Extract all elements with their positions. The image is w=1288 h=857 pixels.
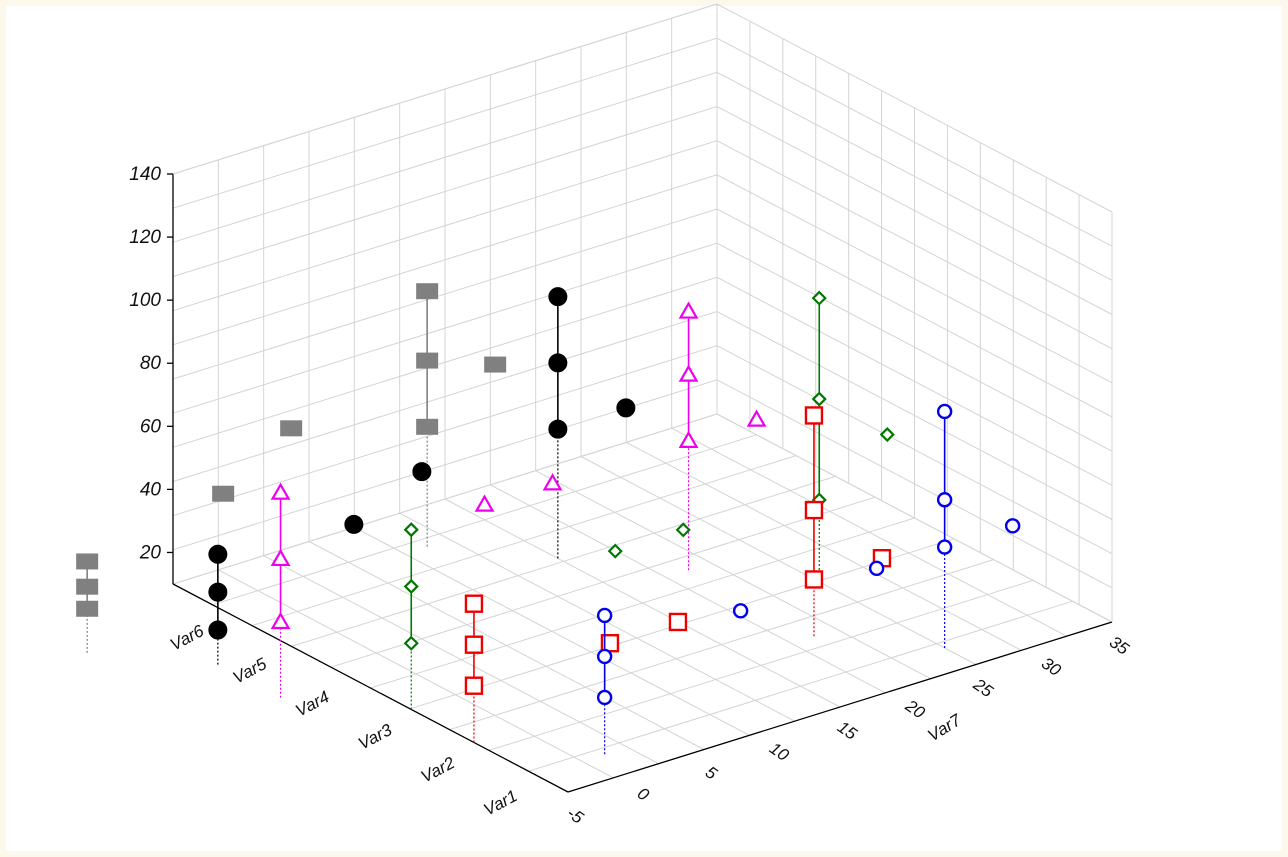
- data-point: [416, 352, 439, 369]
- category-axis-line: [172, 583, 569, 793]
- var7-tick-label: 15: [834, 717, 861, 744]
- data-point: [868, 560, 885, 577]
- var7-tick-label: 35: [1106, 632, 1133, 659]
- wall-grid-line: [172, 37, 1113, 247]
- data-point: [344, 514, 364, 534]
- floor-grid-line: [330, 496, 876, 668]
- data-point: [804, 406, 824, 425]
- category-label: Var5: [230, 654, 271, 688]
- var7-axis-line: [567, 621, 1113, 793]
- data-point: [464, 635, 484, 654]
- data-point: [678, 430, 699, 448]
- top-edge: [172, 3, 718, 175]
- data-point: [596, 607, 613, 624]
- data-point: [464, 676, 484, 695]
- data-point: [270, 611, 291, 630]
- data-point: [403, 578, 419, 595]
- data-point: [607, 543, 623, 559]
- category-label: Var2: [418, 753, 459, 787]
- data-point: [678, 364, 699, 382]
- data-point: [746, 409, 767, 427]
- floor-grid-line: [370, 517, 915, 689]
- var7-tick-label: 30: [1038, 654, 1065, 681]
- data-point: [208, 620, 228, 640]
- data-point: [804, 500, 824, 520]
- data-point: [936, 403, 953, 420]
- data-point: [1004, 518, 1021, 534]
- z-tick-label: 20: [139, 542, 162, 563]
- category-label: Var4: [292, 687, 332, 720]
- var7-tick-label: 10: [766, 739, 793, 766]
- series-var4: [270, 301, 767, 698]
- var7-tick-label: 25: [969, 674, 997, 701]
- grid-layer: [172, 3, 1113, 793]
- data-point: [484, 356, 507, 373]
- floor-grid-line: [528, 600, 1073, 772]
- data-point: [212, 485, 235, 502]
- data-point: [804, 570, 824, 589]
- data-point: [732, 603, 749, 619]
- wall-grid-line: [172, 3, 1113, 213]
- box-edges: [167, 3, 1113, 793]
- wall-grid-line: [172, 71, 1113, 281]
- z-tick-label: 140: [129, 164, 161, 185]
- data-point: [542, 473, 563, 491]
- data-point: [416, 283, 439, 300]
- data-point: [208, 582, 228, 602]
- data-point: [208, 544, 228, 564]
- data-point: [596, 648, 613, 665]
- z-tick-label: 60: [140, 416, 162, 437]
- data-point: [811, 391, 827, 407]
- data-point: [464, 594, 484, 613]
- data-point: [936, 539, 953, 555]
- data-point: [76, 578, 99, 595]
- floor-grid-line: [449, 559, 994, 731]
- var7-tick-label: 0: [634, 784, 653, 805]
- data-point: [270, 482, 291, 500]
- data-point: [548, 287, 568, 307]
- data-point: [616, 398, 636, 418]
- floor-grid-line: [291, 475, 836, 647]
- z-tick-label: 80: [140, 353, 162, 374]
- var7-axis-title: Var7: [924, 710, 964, 745]
- series-var1: [596, 403, 1021, 755]
- series-var3: [403, 290, 895, 710]
- data-point: [280, 420, 303, 437]
- var7-tick-label: 20: [901, 695, 929, 722]
- data-point: [412, 462, 432, 482]
- series-var6: [76, 283, 507, 653]
- category-label: Var3: [355, 720, 396, 754]
- data-point: [474, 494, 495, 512]
- data-layer: [76, 283, 1021, 755]
- var7-tick-label: 5: [702, 762, 721, 783]
- data-point: [76, 553, 99, 570]
- data-point: [596, 689, 613, 706]
- series-var2: [464, 406, 892, 743]
- data-point: [879, 427, 895, 443]
- z-tick-label: 40: [140, 479, 162, 500]
- data-point: [811, 290, 827, 306]
- category-label: Var1: [480, 786, 520, 819]
- data-point: [76, 600, 99, 617]
- data-point: [403, 522, 419, 538]
- category-label: Var6: [167, 621, 208, 655]
- data-point: [548, 419, 568, 439]
- data-point: [936, 492, 953, 508]
- series-var5: [208, 287, 636, 665]
- data-point: [548, 353, 568, 373]
- z-tick-label: 100: [129, 290, 161, 311]
- z-tick-label: 120: [129, 227, 161, 248]
- var7-tick-label: -5: [564, 803, 588, 828]
- floor-grid-line: [251, 455, 797, 627]
- data-point: [403, 635, 419, 651]
- floor-grid-line: [488, 579, 1034, 751]
- floor-grid-line: [212, 434, 757, 606]
- data-point: [416, 418, 439, 435]
- data-point: [270, 548, 291, 567]
- data-point: [678, 301, 699, 319]
- data-point: [675, 522, 691, 538]
- data-point: [668, 612, 688, 632]
